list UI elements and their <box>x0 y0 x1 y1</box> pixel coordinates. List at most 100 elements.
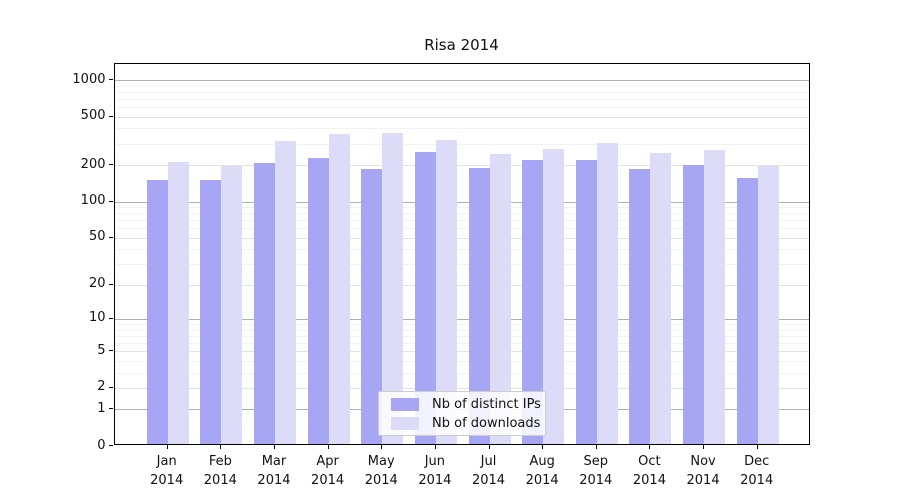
x-tick-label: May 2014 <box>364 454 398 488</box>
bar-downloads <box>596 142 618 444</box>
x-tick-label: Jun 2014 <box>418 454 452 488</box>
gridline <box>114 264 809 266</box>
gridline <box>114 98 809 100</box>
gridline <box>114 360 809 362</box>
x-tick-label: Sep 2014 <box>579 454 613 488</box>
y-tick-label: 2 <box>97 379 106 395</box>
y-tick-label: 50 <box>88 229 106 245</box>
y-tick-mark <box>109 317 113 319</box>
x-tick-mark <box>542 445 544 449</box>
y-tick-label: 20 <box>88 276 106 292</box>
gridline <box>114 372 809 374</box>
bar-downloads <box>704 149 726 444</box>
bar-downloads <box>757 166 779 444</box>
legend-label-distinct-ips: Nb of distinct IPs <box>432 396 541 412</box>
legend-item-distinct-ips: Nb of distinct IPs <box>391 397 545 412</box>
gridline <box>114 329 809 331</box>
y-tick-label: 100 <box>80 193 106 208</box>
gridline <box>114 342 809 344</box>
gridline <box>114 207 809 209</box>
y-tick-label: 1 <box>97 400 106 416</box>
legend-swatch-downloads <box>391 416 419 430</box>
x-tick-mark <box>381 445 383 449</box>
gridline <box>114 128 809 130</box>
gridline <box>114 220 809 222</box>
gridline <box>114 335 809 337</box>
x-tick-mark <box>220 445 222 449</box>
bar-distinct-ips <box>146 179 168 444</box>
x-tick-label: Jul 2014 <box>471 454 506 488</box>
bar-downloads <box>274 141 296 444</box>
bar-downloads <box>328 134 350 444</box>
bar-distinct-ips <box>736 178 758 444</box>
y-tick-mark <box>109 408 113 410</box>
bar-distinct-ips <box>468 168 490 444</box>
legend: Nb of distinct IPs Nb of downloads <box>378 391 546 436</box>
gridline <box>114 351 809 353</box>
legend-swatch-distinct-ips <box>391 397 419 411</box>
gridline <box>114 324 809 326</box>
x-tick-mark <box>166 445 168 449</box>
y-tick-mark <box>109 200 113 202</box>
x-tick-mark <box>488 445 490 449</box>
y-tick-mark <box>109 386 113 388</box>
y-tick-mark <box>109 79 113 80</box>
bar-distinct-ips <box>307 158 329 444</box>
y-tick-label: 0 <box>97 437 106 453</box>
gridline <box>114 284 809 286</box>
y-tick-mark <box>109 445 113 446</box>
gridline <box>114 237 809 239</box>
bar-downloads <box>489 153 511 444</box>
legend-item-downloads: Nb of downloads <box>391 416 545 431</box>
x-tick-label: Feb 2014 <box>203 454 237 488</box>
legend-label-downloads: Nb of downloads <box>432 415 541 431</box>
y-tick-label: 1000 <box>72 71 106 87</box>
x-tick-mark <box>756 445 758 449</box>
y-tick-mark <box>109 164 113 166</box>
bar-downloads <box>221 166 243 444</box>
bar-distinct-ips <box>629 168 651 444</box>
x-tick-label: Apr 2014 <box>311 454 345 488</box>
bar-distinct-ips <box>575 159 597 444</box>
y-tick-label: 200 <box>80 156 106 172</box>
gridline <box>114 107 809 109</box>
x-tick-mark <box>649 445 651 449</box>
gridline <box>114 213 809 215</box>
bar-distinct-ips <box>253 163 275 444</box>
x-tick-mark <box>434 445 436 449</box>
y-tick-mark <box>109 115 113 117</box>
chart-title: Risa 2014 <box>424 36 499 54</box>
bar-distinct-ips <box>522 159 544 444</box>
y-tick-mark <box>109 236 113 238</box>
gridline <box>114 165 809 167</box>
x-tick-mark <box>595 445 597 449</box>
x-tick-label: Dec 2014 <box>740 454 774 488</box>
gridline <box>114 387 809 389</box>
gridline <box>114 318 809 320</box>
bar-distinct-ips <box>361 168 383 444</box>
y-tick-mark <box>109 350 113 352</box>
bar-distinct-ips <box>414 152 436 444</box>
gridline <box>114 143 809 145</box>
y-tick-label: 10 <box>88 310 106 326</box>
x-tick-label: Jan 2014 <box>150 454 184 488</box>
x-tick-label: Oct 2014 <box>632 454 666 488</box>
gridline <box>114 201 809 203</box>
x-tick-mark <box>327 445 329 449</box>
x-tick-label: Nov 2014 <box>686 454 720 488</box>
gridline <box>114 249 809 251</box>
gridline <box>114 116 809 118</box>
bar-distinct-ips <box>200 179 222 444</box>
bar-downloads <box>543 148 565 444</box>
x-tick-mark <box>703 445 705 449</box>
gridline <box>114 80 809 81</box>
bar-distinct-ips <box>683 164 705 444</box>
y-tick-label: 5 <box>97 342 106 358</box>
y-tick-label: 500 <box>80 108 106 124</box>
y-tick-mark <box>109 283 113 285</box>
bar-downloads <box>435 139 457 444</box>
bar-downloads <box>167 162 189 444</box>
x-tick-mark <box>273 445 275 449</box>
bar-downloads <box>382 132 404 444</box>
